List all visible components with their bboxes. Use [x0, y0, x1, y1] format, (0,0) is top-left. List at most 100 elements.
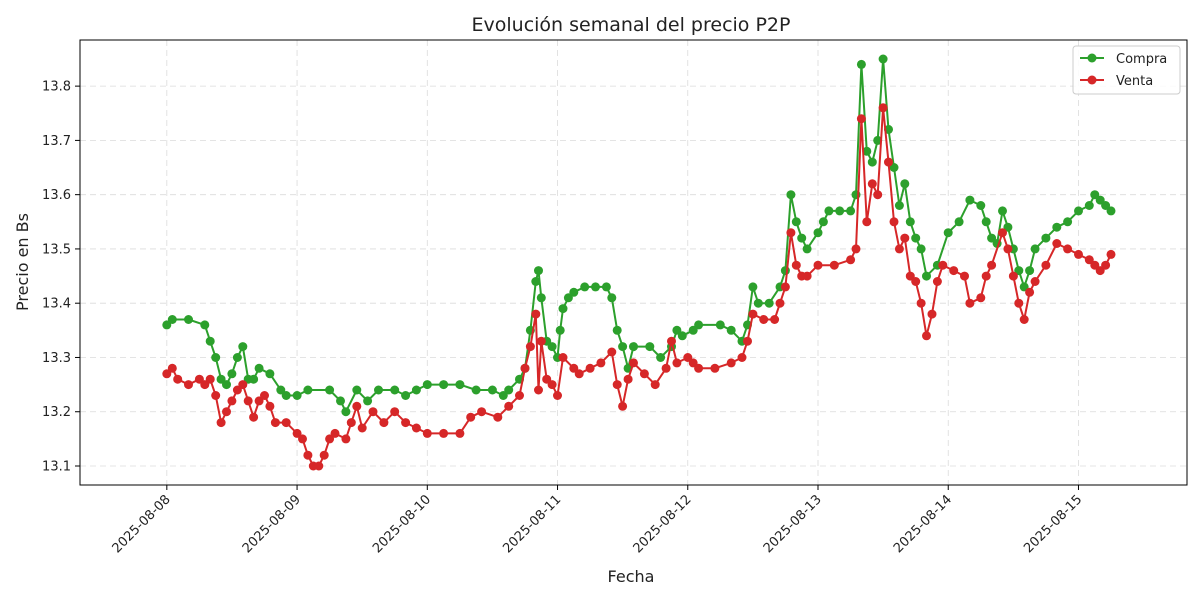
data-point-compra: [846, 206, 856, 216]
data-point-venta: [466, 412, 476, 422]
data-point-venta: [791, 260, 801, 270]
data-point-compra: [612, 325, 622, 335]
data-point-venta: [851, 244, 861, 254]
y-axis-label: Precio en Bs: [13, 213, 32, 311]
data-point-venta: [780, 282, 790, 292]
data-point-venta: [856, 114, 866, 124]
y-tick-label: 13.7: [42, 134, 71, 149]
data-point-venta: [726, 358, 736, 368]
data-point-venta: [368, 407, 378, 417]
data-point-venta: [618, 401, 628, 411]
data-point-compra: [672, 325, 682, 335]
data-point-venta: [911, 277, 921, 286]
data-point-venta: [1074, 249, 1083, 259]
data-point-compra: [813, 228, 823, 238]
data-point-compra: [390, 385, 400, 395]
data-point-venta: [960, 271, 969, 281]
data-point-compra: [222, 380, 231, 390]
legend-label-compra: Compra: [1116, 52, 1167, 67]
legend-marker-compra: [1087, 53, 1097, 63]
data-point-compra: [580, 282, 590, 292]
data-point-venta: [867, 179, 877, 189]
data-point-venta: [515, 391, 524, 400]
data-point-compra: [363, 396, 373, 406]
y-tick-label: 13.4: [42, 297, 71, 312]
data-point-venta: [243, 396, 253, 406]
data-point-venta: [216, 418, 226, 428]
data-point-compra: [694, 320, 704, 330]
series-layer: [162, 54, 1116, 471]
data-point-venta: [672, 358, 682, 368]
data-point-compra: [791, 217, 801, 227]
data-point-venta: [1101, 260, 1111, 270]
data-point-venta: [873, 190, 883, 200]
data-point-compra: [205, 336, 215, 346]
data-point-venta: [298, 434, 307, 444]
data-point-compra: [677, 331, 687, 341]
data-point-compra: [238, 342, 248, 352]
data-point-venta: [667, 336, 676, 346]
data-point-venta: [330, 428, 340, 438]
data-point-venta: [211, 391, 221, 400]
data-point-compra: [867, 157, 877, 167]
data-point-venta: [938, 260, 948, 270]
data-point-venta: [981, 271, 991, 281]
data-point-compra: [1074, 206, 1083, 216]
data-point-venta: [352, 401, 362, 411]
data-point-compra: [965, 195, 975, 205]
data-point-venta: [504, 401, 514, 411]
data-point-venta: [520, 363, 530, 373]
y-tick-label: 13.8: [42, 80, 71, 95]
data-point-venta: [319, 450, 329, 460]
data-point-compra: [265, 369, 275, 379]
data-point-compra: [455, 380, 465, 390]
data-point-venta: [1063, 244, 1073, 254]
data-point-venta: [205, 374, 215, 384]
data-point-compra: [303, 385, 313, 395]
data-point-compra: [591, 282, 600, 292]
data-point-venta: [759, 315, 769, 324]
data-point-compra: [878, 54, 888, 64]
data-point-venta: [596, 358, 606, 368]
data-point-compra: [352, 385, 362, 395]
data-point-venta: [922, 331, 931, 341]
data-point-compra: [976, 201, 986, 210]
data-point-venta: [743, 336, 752, 346]
data-point-venta: [265, 401, 275, 411]
data-point-compra: [802, 244, 812, 254]
data-point-venta: [813, 260, 823, 270]
data-point-venta: [1025, 287, 1035, 297]
data-point-compra: [786, 190, 796, 200]
data-point-venta: [281, 418, 291, 428]
data-point-compra: [862, 146, 872, 156]
data-point-compra: [536, 293, 546, 303]
data-point-compra: [254, 363, 264, 373]
y-tick-label: 13.1: [42, 460, 71, 475]
data-point-venta: [1106, 249, 1116, 259]
data-point-venta: [775, 298, 785, 308]
data-point-compra: [629, 342, 638, 352]
data-point-venta: [894, 244, 904, 254]
data-point-venta: [357, 423, 367, 433]
data-point-compra: [292, 391, 302, 400]
data-point-venta: [629, 358, 638, 368]
data-point-compra: [601, 282, 611, 292]
data-point-compra: [1106, 206, 1116, 216]
data-point-compra: [922, 271, 931, 281]
legend-label-venta: Venta: [1116, 74, 1153, 89]
data-point-venta: [1041, 260, 1051, 270]
data-point-venta: [612, 380, 622, 390]
data-point-venta: [379, 418, 389, 428]
data-point-compra: [534, 266, 543, 276]
data-point-venta: [477, 407, 487, 417]
data-point-venta: [531, 309, 541, 319]
legend-marker-venta: [1087, 75, 1097, 85]
data-point-compra: [1003, 222, 1013, 232]
legend: Compra Venta: [1072, 45, 1181, 95]
data-point-venta: [927, 309, 937, 319]
data-point-compra: [905, 217, 915, 227]
data-point-venta: [900, 233, 910, 243]
data-point-venta: [786, 228, 796, 238]
data-point-venta: [249, 412, 259, 422]
data-point-compra: [341, 407, 351, 417]
